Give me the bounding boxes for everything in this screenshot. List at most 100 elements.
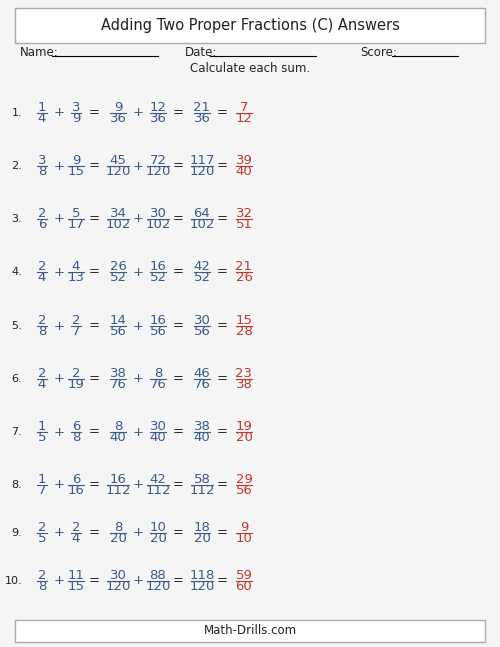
Text: 102: 102: [190, 219, 214, 232]
Text: 15: 15: [68, 580, 84, 593]
Text: 2: 2: [38, 259, 46, 272]
Bar: [15, 620, 485, 642]
Text: =: =: [88, 265, 100, 278]
Text: =: =: [88, 527, 100, 540]
Text: 3: 3: [38, 153, 46, 167]
Text: 6.: 6.: [12, 374, 22, 384]
Text: =: =: [216, 373, 228, 386]
Text: 6: 6: [38, 219, 46, 232]
Text: =: =: [216, 575, 228, 587]
Text: 2: 2: [38, 521, 46, 534]
Text: 8: 8: [114, 521, 122, 534]
Text: =: =: [172, 160, 184, 173]
Text: =: =: [172, 426, 184, 439]
Text: =: =: [216, 479, 228, 492]
Text: Date:: Date:: [185, 47, 218, 60]
Text: 19: 19: [68, 378, 84, 391]
Text: 6: 6: [72, 472, 80, 486]
Text: =: =: [88, 160, 100, 173]
Text: 21: 21: [194, 101, 210, 114]
Text: +: +: [132, 107, 143, 120]
Text: 76: 76: [194, 378, 210, 391]
Text: =: =: [216, 212, 228, 226]
Text: 11: 11: [68, 569, 84, 582]
Text: =: =: [216, 265, 228, 278]
Text: 60: 60: [236, 580, 252, 593]
Text: 20: 20: [110, 532, 126, 545]
Text: 120: 120: [106, 580, 130, 593]
Text: 118: 118: [190, 569, 214, 582]
Text: 59: 59: [236, 569, 252, 582]
Text: 52: 52: [150, 271, 166, 285]
Text: 26: 26: [110, 259, 126, 272]
Text: 42: 42: [150, 472, 166, 486]
Text: 4: 4: [72, 259, 80, 272]
Text: 102: 102: [106, 219, 130, 232]
Text: 18: 18: [194, 521, 210, 534]
Text: =: =: [172, 373, 184, 386]
Text: 1: 1: [38, 420, 46, 433]
Text: 2: 2: [38, 569, 46, 582]
Text: 34: 34: [110, 206, 126, 219]
Text: +: +: [54, 212, 64, 226]
Text: 9: 9: [72, 153, 80, 167]
Text: 23: 23: [236, 367, 252, 380]
Text: =: =: [172, 107, 184, 120]
Text: +: +: [54, 265, 64, 278]
Text: 10: 10: [236, 532, 252, 545]
Text: 2: 2: [38, 314, 46, 327]
Text: 26: 26: [236, 271, 252, 285]
Text: 38: 38: [110, 367, 126, 380]
Text: 112: 112: [105, 485, 131, 498]
Text: 30: 30: [150, 420, 166, 433]
Text: 120: 120: [190, 580, 214, 593]
Text: 28: 28: [236, 325, 252, 338]
Text: 102: 102: [146, 219, 171, 232]
Text: 9.: 9.: [11, 528, 22, 538]
Text: 4: 4: [38, 378, 46, 391]
Text: 12: 12: [236, 113, 252, 126]
Text: 7: 7: [72, 325, 80, 338]
Text: =: =: [216, 527, 228, 540]
Text: 56: 56: [236, 485, 252, 498]
Text: 46: 46: [194, 367, 210, 380]
Text: +: +: [54, 160, 64, 173]
Text: 20: 20: [194, 532, 210, 545]
Text: 2.: 2.: [11, 161, 22, 171]
Text: 38: 38: [236, 378, 252, 391]
Text: 30: 30: [194, 314, 210, 327]
Text: +: +: [54, 527, 64, 540]
Text: Calculate each sum.: Calculate each sum.: [190, 61, 310, 74]
Text: 8.: 8.: [11, 480, 22, 490]
Text: +: +: [54, 320, 64, 333]
Text: +: +: [132, 265, 143, 278]
Text: 56: 56: [110, 325, 126, 338]
Text: 15: 15: [68, 166, 84, 179]
Text: 120: 120: [146, 166, 171, 179]
Text: +: +: [54, 426, 64, 439]
Text: =: =: [88, 320, 100, 333]
Text: 120: 120: [146, 580, 171, 593]
Text: 2: 2: [72, 367, 80, 380]
Text: 12: 12: [150, 101, 166, 114]
Text: 20: 20: [236, 432, 252, 444]
Text: +: +: [132, 426, 143, 439]
Text: 40: 40: [236, 166, 252, 179]
Text: 36: 36: [150, 113, 166, 126]
Text: 4.: 4.: [11, 267, 22, 277]
Text: =: =: [216, 107, 228, 120]
Text: =: =: [172, 320, 184, 333]
Text: =: =: [88, 426, 100, 439]
Text: 40: 40: [194, 432, 210, 444]
Text: 2: 2: [38, 206, 46, 219]
Text: 10.: 10.: [4, 576, 22, 586]
Text: Adding Two Proper Fractions (C) Answers: Adding Two Proper Fractions (C) Answers: [100, 18, 400, 33]
Text: 88: 88: [150, 569, 166, 582]
Text: 5: 5: [38, 432, 46, 444]
Text: 16: 16: [150, 314, 166, 327]
Text: 8: 8: [38, 166, 46, 179]
Text: =: =: [172, 527, 184, 540]
Text: 9: 9: [114, 101, 122, 114]
Text: Name:: Name:: [20, 47, 59, 60]
Text: 15: 15: [236, 314, 252, 327]
